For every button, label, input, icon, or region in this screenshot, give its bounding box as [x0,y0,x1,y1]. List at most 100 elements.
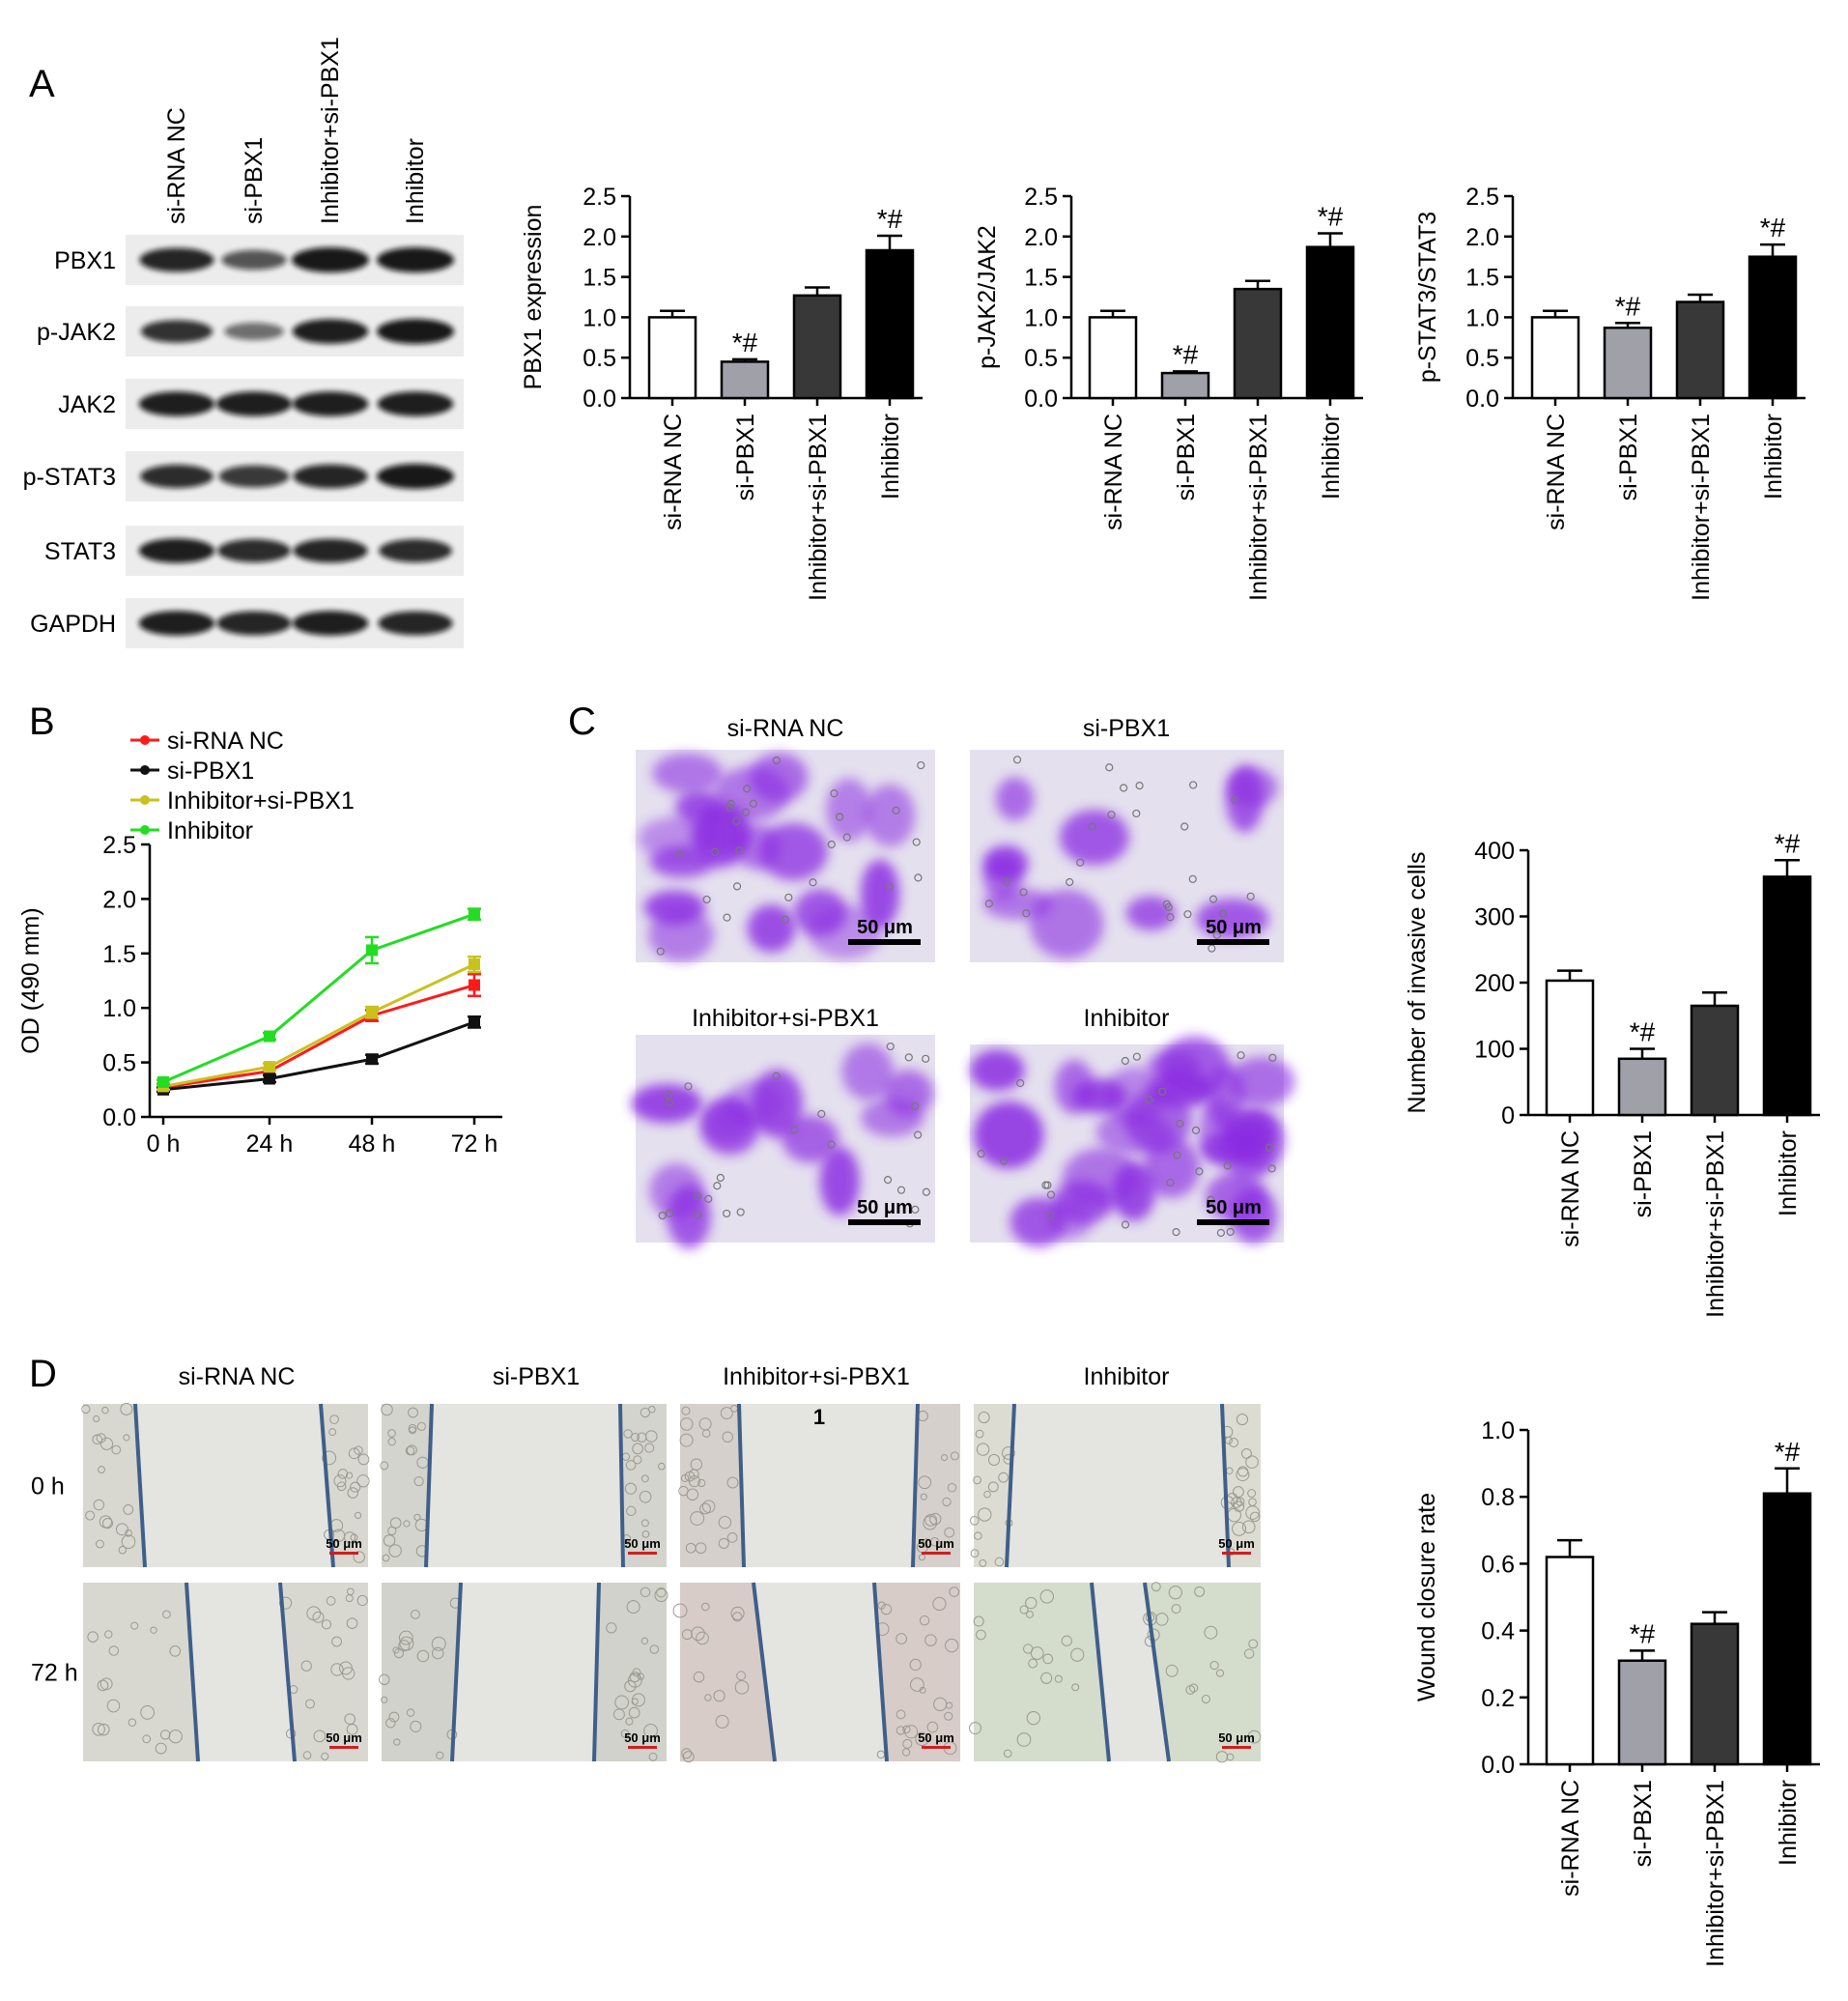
y-tick-label: 1.0 [1481,1417,1515,1444]
cell [1185,1685,1196,1695]
cell [1215,1669,1225,1677]
cell [950,1451,959,1461]
membrane-pore [1046,1211,1055,1219]
cell [901,1748,911,1757]
scale-bar [329,1552,358,1555]
cell [685,1542,697,1554]
membrane-pore [1022,909,1031,918]
stained-cell [808,904,883,959]
cell [730,1606,745,1620]
y-axis-label: OD (490 mm) [17,907,44,1053]
membrane-pore [830,789,839,798]
scale-bar-label: 50 μm [857,917,913,938]
cell [118,1545,128,1555]
x-tick-label: Inhibitor [877,414,904,500]
bar-inhibitor-si-pbx1 [1233,287,1283,400]
cell [994,1557,1005,1567]
cell [686,1488,699,1501]
cell [949,1587,960,1597]
cell [381,1696,388,1703]
membrane-pore [912,838,921,846]
membrane-pore [725,803,735,813]
membrane-pore [1041,1181,1050,1189]
cell [329,1415,339,1424]
x-tick-label: Inhibitor [1318,414,1345,500]
cell [93,1415,100,1422]
cell [95,1539,104,1549]
membrane-pore [723,1209,731,1218]
membrane-pore [1231,796,1239,805]
wound-edge-line [618,1403,625,1568]
y-tick-label: 0.5 [1465,345,1499,372]
wound-edge-line [1220,1403,1231,1568]
cell [1070,1647,1085,1662]
cell [637,1432,647,1443]
y-tick-label: 0.2 [1481,1685,1515,1712]
membrane-pore [1173,1151,1181,1159]
stained-cell [974,1101,1044,1169]
cell [99,1515,113,1529]
membrane-pore [732,882,742,891]
legend-label: Inhibitor [167,817,253,844]
y-tick-label: 1.0 [1465,304,1499,331]
cell [388,1544,402,1558]
bar-si-rna-nc [1545,1556,1595,1766]
x-tick-label: si-PBX1 [1615,414,1642,500]
protein-band [215,391,293,416]
cell [1229,1438,1239,1447]
cell [640,1474,649,1483]
cell [978,1507,992,1522]
cell [974,1531,982,1540]
cell [620,1729,630,1738]
cell [1232,1521,1247,1536]
cell [1003,1749,1012,1758]
cell [101,1406,109,1415]
cell [699,1502,711,1515]
protein-band [292,319,369,344]
cell [722,1431,733,1443]
chart-invasive-cells: 0 100 200 300 400 Number of invasive cells si-… [1404,828,1820,1318]
cell [641,1530,650,1538]
x-tick-label: si-RNA NC [1100,414,1127,530]
data-point [157,1075,169,1088]
membrane-pore [1189,781,1198,789]
membrane-pore [917,760,925,770]
cell [382,1554,390,1562]
micrograph-title: si-PBX1 [1083,715,1170,742]
protein-band [138,391,215,416]
cell [313,1729,327,1743]
membrane-pore [1000,1157,1009,1165]
panel-letter-d: D [29,1353,57,1395]
scale-bar [1222,1552,1251,1555]
y-axis-label: Wound closure rate [1413,1493,1440,1701]
wound-edge-line [319,1403,335,1568]
cell [973,1615,984,1627]
data-point [264,1030,275,1043]
y-tick-label: 1.5 [1465,265,1499,292]
bar-inhibitor-si-pbx1 [792,294,842,400]
cell [969,1516,980,1526]
cell [681,1406,691,1415]
cell [1204,1625,1218,1640]
cell [1019,1605,1029,1615]
legend-swatch-marker [140,765,150,775]
cell [998,1472,1009,1483]
protein-band [218,465,290,488]
stained-cell [995,777,1035,821]
y-tick-label: 2.0 [1024,224,1058,251]
membrane-pore [1268,1053,1277,1062]
cell [300,1660,312,1672]
cell [85,1510,96,1521]
cell [169,1645,182,1657]
cell [736,1671,747,1681]
x-tick-label: Inhibitor+si-PBX1 [1688,414,1715,601]
y-tick-label: 1.5 [583,265,616,292]
wound-edge-line [1090,1582,1111,1762]
cell [1071,1683,1080,1692]
membrane-pore [711,847,720,857]
membrane-pore [1088,822,1096,831]
bar-inhibitor-si-pbx1 [1675,300,1725,400]
cell [403,1520,411,1528]
cell [97,1679,109,1692]
